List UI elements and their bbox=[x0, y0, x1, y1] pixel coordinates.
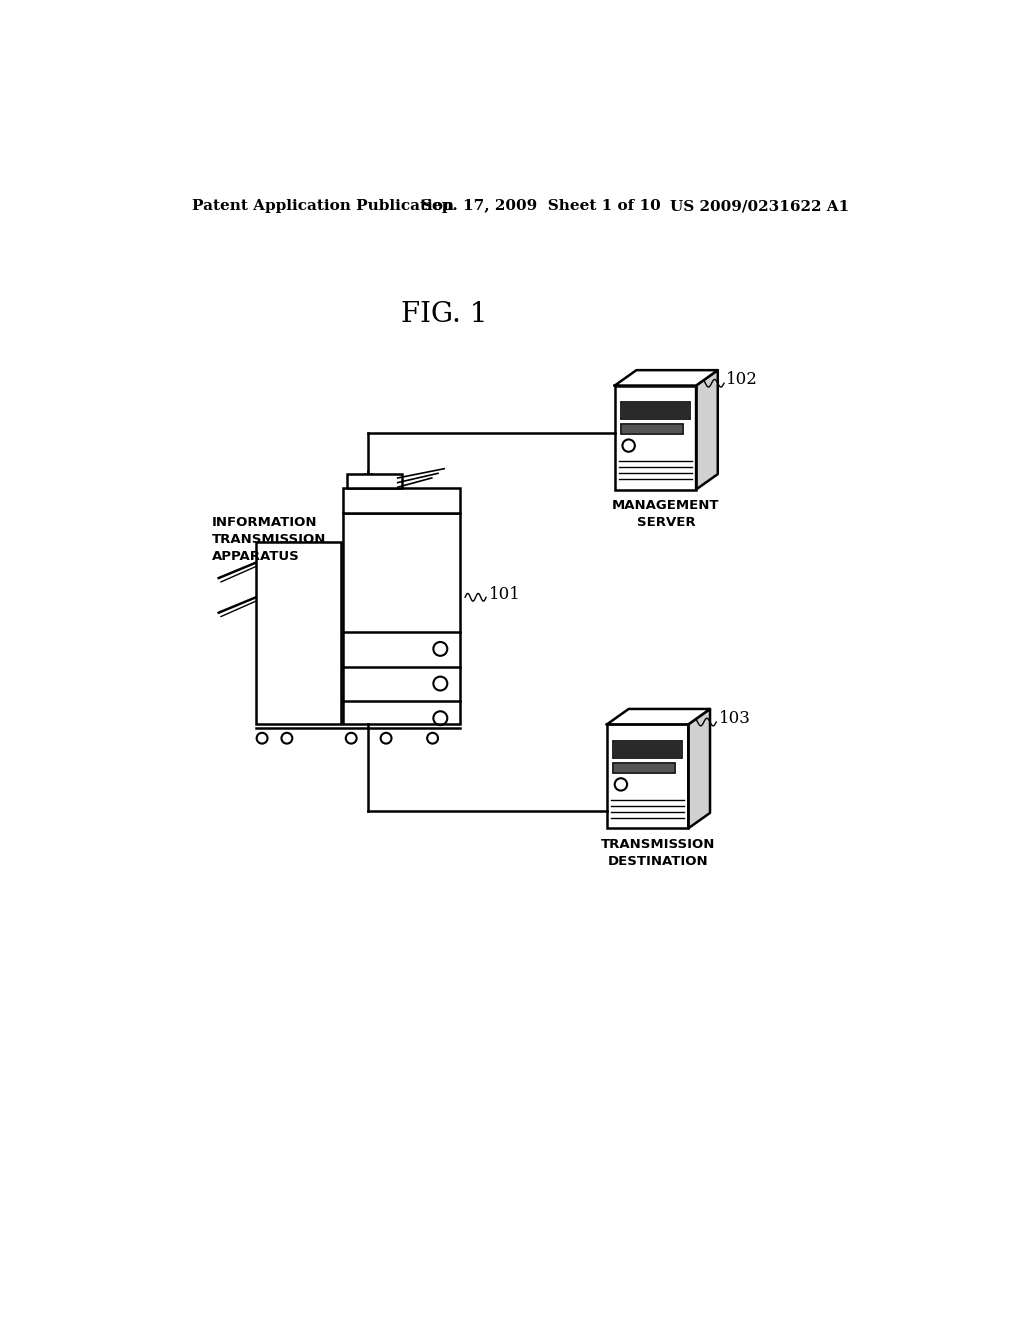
Bar bbox=[614, 763, 675, 772]
Text: 101: 101 bbox=[489, 586, 521, 603]
Bar bbox=[614, 385, 696, 490]
Polygon shape bbox=[688, 709, 710, 829]
Polygon shape bbox=[696, 370, 718, 490]
Bar bbox=[607, 725, 688, 829]
Bar bbox=[622, 425, 682, 433]
Text: 102: 102 bbox=[726, 371, 758, 388]
Bar bbox=[347, 474, 401, 488]
Bar bbox=[622, 404, 689, 418]
Bar bbox=[621, 403, 690, 420]
Polygon shape bbox=[607, 709, 710, 725]
Bar bbox=[343, 512, 460, 725]
Bar bbox=[613, 742, 682, 758]
Polygon shape bbox=[614, 370, 718, 385]
Text: Sep. 17, 2009  Sheet 1 of 10: Sep. 17, 2009 Sheet 1 of 10 bbox=[421, 199, 660, 213]
Text: Patent Application Publication: Patent Application Publication bbox=[191, 199, 454, 213]
Bar bbox=[621, 424, 683, 434]
Text: TRANSMISSION
DESTINATION: TRANSMISSION DESTINATION bbox=[601, 838, 716, 867]
Text: 103: 103 bbox=[719, 710, 751, 727]
Bar bbox=[256, 543, 341, 725]
Bar bbox=[343, 488, 460, 512]
Text: MANAGEMENT
SERVER: MANAGEMENT SERVER bbox=[612, 499, 720, 529]
Text: US 2009/0231622 A1: US 2009/0231622 A1 bbox=[671, 199, 850, 213]
Bar bbox=[613, 763, 675, 774]
Text: INFORMATION
TRANSMISSION
APPARATUS: INFORMATION TRANSMISSION APPARATUS bbox=[212, 516, 326, 564]
Text: FIG. 1: FIG. 1 bbox=[400, 301, 487, 327]
Bar bbox=[614, 742, 681, 758]
